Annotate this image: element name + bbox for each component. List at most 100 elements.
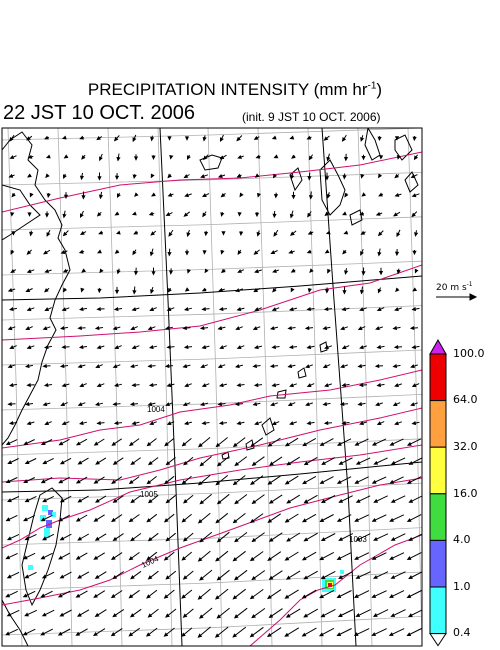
wind-vector-head bbox=[110, 593, 116, 599]
wind-vector-head bbox=[146, 594, 151, 599]
wind-vector-head bbox=[59, 574, 65, 579]
wind-vector-head bbox=[110, 555, 116, 561]
wind-vector-head bbox=[183, 461, 188, 466]
wind-vector-head bbox=[114, 345, 120, 350]
wind-vector-head bbox=[359, 421, 364, 426]
wind-vector-head bbox=[59, 612, 65, 617]
wind-vector-head bbox=[41, 612, 47, 617]
wind-vector-head bbox=[306, 249, 312, 254]
wind-vector-head bbox=[353, 632, 359, 636]
wind-vector-head bbox=[97, 288, 102, 294]
wind-vector-head bbox=[150, 136, 155, 142]
wind-vector-head bbox=[376, 344, 382, 350]
wind-vector-head bbox=[130, 326, 136, 331]
wind-vector-head bbox=[131, 211, 137, 216]
wind-vector-head bbox=[220, 268, 226, 273]
wind-vector-head bbox=[164, 441, 169, 447]
wind-vector-head bbox=[289, 421, 294, 426]
isobars bbox=[2, 151, 422, 646]
wind-vector-head bbox=[46, 232, 51, 237]
wind-vector-head bbox=[150, 231, 155, 236]
wind-vector-head bbox=[396, 269, 401, 275]
wind-vector-head bbox=[44, 421, 50, 426]
wind-vector-head bbox=[254, 212, 260, 218]
wind-vector-head bbox=[318, 632, 324, 637]
wind-vector-head bbox=[341, 137, 347, 142]
wind-vector-head bbox=[390, 460, 396, 465]
wind-vector-head bbox=[8, 420, 14, 426]
wind-vector-head bbox=[319, 556, 325, 561]
wind-vector-head bbox=[215, 557, 220, 562]
wind-vector-head bbox=[201, 383, 207, 388]
wind-vector-head bbox=[378, 271, 384, 276]
wind-vector-head bbox=[25, 288, 31, 292]
isobar-label: 1005 bbox=[140, 490, 158, 499]
wind-vector-head bbox=[217, 173, 223, 179]
wind-vector-head bbox=[93, 441, 99, 446]
wind-vector-head bbox=[114, 382, 119, 388]
wind-vector-head bbox=[393, 344, 399, 350]
wind-vector-head bbox=[151, 155, 156, 160]
wind-vector-head bbox=[273, 232, 278, 237]
wind-vector-head bbox=[165, 402, 170, 407]
wind-vector-head bbox=[44, 288, 49, 293]
wind-vector-head bbox=[79, 135, 85, 140]
wind-vector-head bbox=[324, 176, 330, 181]
wind-vector-head bbox=[284, 556, 290, 561]
wind-vector-head bbox=[149, 421, 154, 426]
wind-vector-head bbox=[307, 288, 312, 293]
wind-vector-head bbox=[392, 325, 398, 331]
wind-vector-head bbox=[147, 613, 153, 618]
wind-vector-head bbox=[7, 326, 13, 331]
wind-vector-head bbox=[199, 402, 205, 407]
wind-vector-head bbox=[201, 287, 207, 292]
wind-vector-head bbox=[406, 556, 412, 560]
reference-vector-arrow bbox=[436, 293, 478, 301]
wind-vector-head bbox=[220, 249, 225, 255]
map-title: PRECIPITATION INTENSITY (mm hr-1) bbox=[87, 80, 383, 99]
wind-vector-head bbox=[214, 595, 220, 600]
wind-vector-head bbox=[168, 270, 174, 275]
wind-vector-head bbox=[113, 136, 119, 142]
wind-vector-head bbox=[249, 594, 255, 600]
wind-vector-head bbox=[412, 136, 417, 142]
wind-vector-head bbox=[132, 250, 137, 256]
wind-vector-head bbox=[112, 460, 118, 465]
wind-vector-head bbox=[344, 270, 349, 275]
wind-vector-head bbox=[202, 250, 207, 255]
wind-vector-head bbox=[149, 344, 154, 350]
wind-vector-head bbox=[377, 288, 382, 294]
wind-vector-head bbox=[360, 230, 366, 235]
wind-vector-head bbox=[269, 326, 275, 331]
wind-vector-head bbox=[42, 460, 48, 465]
wind-vector-head bbox=[337, 613, 343, 617]
wind-vector-head bbox=[255, 154, 261, 159]
wind-vector-head bbox=[78, 344, 84, 350]
wind-vector-head bbox=[43, 382, 49, 388]
wind-vector-head bbox=[253, 345, 259, 350]
wind-vector-head bbox=[361, 156, 366, 161]
wind-vector-head bbox=[164, 363, 170, 369]
wind-vector-head bbox=[93, 631, 98, 637]
wind-vector-head bbox=[93, 593, 98, 598]
wind-vector-head bbox=[40, 593, 46, 598]
wind-vector-head bbox=[374, 363, 380, 369]
wind-vector-head bbox=[75, 517, 81, 522]
wind-vector-head bbox=[197, 442, 203, 448]
wind-vector-head bbox=[267, 556, 272, 561]
wind-vector-head bbox=[271, 344, 277, 350]
wind-vector-head bbox=[58, 517, 64, 522]
wind-vector-head bbox=[273, 154, 279, 159]
wind-vector-head bbox=[146, 556, 151, 561]
wind-vector-head bbox=[289, 383, 294, 388]
wind-vector-head bbox=[165, 537, 171, 542]
wind-vector-head bbox=[129, 613, 135, 618]
wind-vector-head bbox=[411, 306, 417, 312]
wind-vector-head bbox=[392, 212, 398, 217]
wind-vector-head bbox=[394, 136, 400, 141]
wind-vector-head bbox=[202, 136, 207, 142]
wind-vector-head bbox=[5, 517, 11, 522]
wind-vector-head bbox=[10, 268, 16, 274]
wind-vector-head bbox=[133, 156, 139, 161]
wind-vector-head bbox=[199, 461, 205, 467]
